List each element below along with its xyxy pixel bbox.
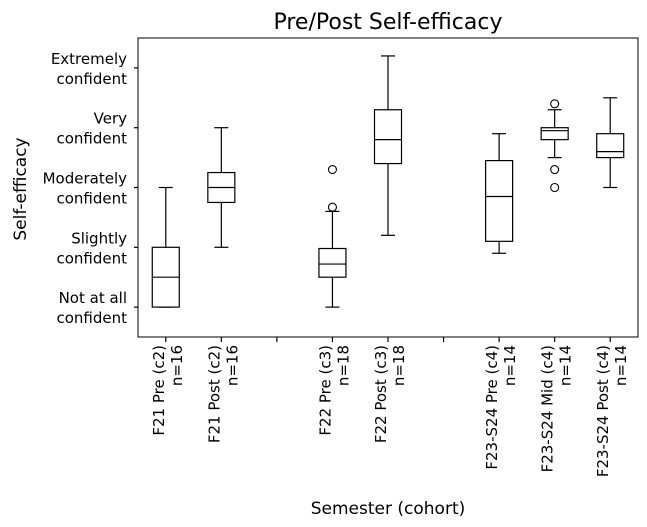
x-tick-label: F21 Pre (c2) n=16 [150, 345, 186, 436]
outlier-point [550, 99, 560, 109]
x-tick-label-n: n=16 [168, 345, 186, 386]
x-tick-label-n: n=14 [557, 345, 575, 386]
x-tick-label: F22 Pre (c3) n=18 [316, 345, 352, 436]
chart-title: Pre/Post Self-efficacy [273, 10, 502, 35]
x-tick-label-n: n=14 [612, 345, 630, 386]
box [485, 159, 514, 242]
x-tick-label-n: n=18 [390, 345, 408, 386]
x-tick-label-n: n=16 [223, 345, 241, 386]
y-axis-label: Self-efficacy [11, 137, 31, 240]
y-tick-label: Not at all confident [56, 289, 127, 327]
x-tick-label-name: F22 Pre (c3) [316, 345, 334, 436]
x-tick-label-n: n=14 [501, 345, 519, 386]
y-tick-label: Extremely confident [51, 50, 127, 88]
plot-frame [137, 37, 639, 338]
x-tick-label: F22 Post (c3) n=18 [372, 345, 408, 443]
outlier-point [327, 165, 337, 175]
box [540, 127, 569, 141]
box [596, 133, 625, 159]
x-tick-label: F23-S24 Post (c4) n=14 [594, 345, 630, 477]
y-tick-label: Moderately confident [43, 170, 128, 208]
outlier-point [550, 165, 560, 175]
outlier-point [327, 202, 337, 212]
x-tick-label: F21 Post (c2) n=16 [205, 345, 241, 443]
y-tick-label: Slightly confident [56, 229, 127, 267]
plot-area: Not at all confident Slightly confident Mode… [43, 50, 631, 477]
x-tick-label-n: n=18 [334, 345, 352, 386]
x-tick-label-name: F23-S24 Mid (c4) [539, 345, 557, 472]
x-tick-label-name: F23-S24 Post (c4) [594, 345, 612, 477]
x-tick-label-name: F22 Post (c3) [372, 345, 390, 443]
y-tick-label: Very confident [56, 110, 127, 148]
outlier-point [550, 182, 560, 193]
x-tick-label: F23-S24 Pre (c4) n=14 [483, 345, 519, 470]
box [318, 247, 347, 278]
x-tick-label-name: F21 Pre (c2) [150, 345, 168, 436]
box [373, 109, 403, 165]
x-tick-label-name: F23-S24 Pre (c4) [483, 345, 501, 470]
x-tick-label: F23-S24 Mid (c4) n=14 [539, 345, 575, 472]
x-tick-label-name: F21 Post (c2) [205, 345, 223, 443]
x-axis-label: Semester (cohort) [311, 499, 466, 519]
